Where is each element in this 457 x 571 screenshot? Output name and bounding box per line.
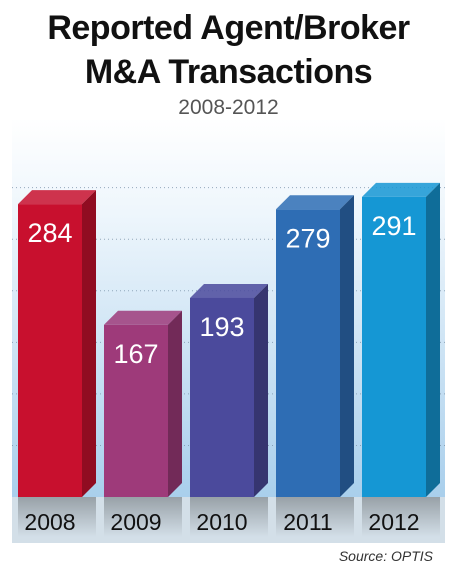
chart-subtitle: 2008-2012 <box>178 96 279 119</box>
bar-value-label: 167 <box>113 339 158 369</box>
bar-top <box>104 310 182 325</box>
bar-shadow <box>18 497 96 537</box>
chart-title: Reported Agent/Broker M&A Transactions <box>0 6 457 94</box>
bar-top <box>190 283 268 298</box>
x-tick-label: 2008 <box>24 509 75 535</box>
bar-value-label: 279 <box>285 223 330 253</box>
bar-value-label: 284 <box>27 218 72 248</box>
bar-value-label: 291 <box>371 211 416 241</box>
bar-side <box>426 182 440 497</box>
bar <box>276 209 340 497</box>
bar-group: 193 2010 <box>190 283 268 537</box>
title-line-2: M&A Transactions <box>84 53 373 91</box>
bar-top <box>18 190 96 205</box>
source-note: Source: OPTIS <box>338 548 433 564</box>
bar-group: 279 2011 <box>276 195 354 537</box>
bar-shadow <box>362 497 440 537</box>
bar <box>104 324 168 497</box>
bar-side <box>254 283 268 497</box>
bar-shadow <box>104 497 182 537</box>
x-tick-label: 2011 <box>283 509 332 535</box>
bar-top <box>362 182 440 197</box>
x-tick-label: 2010 <box>196 509 247 535</box>
bar-side <box>82 190 96 497</box>
bar-side <box>168 310 182 497</box>
bar-group: 167 2009 <box>104 310 182 537</box>
bar <box>362 196 426 497</box>
bar <box>18 204 82 497</box>
bar-group: 291 2012 <box>362 182 440 537</box>
bar-side <box>340 195 354 497</box>
x-tick-label: 2009 <box>110 509 161 535</box>
x-tick-label: 2012 <box>368 509 419 535</box>
bar-top <box>276 195 354 210</box>
bar <box>190 297 254 497</box>
bar-shadow <box>190 497 268 537</box>
bar-shadow <box>276 497 354 537</box>
bar-group: 284 2008 <box>18 190 96 537</box>
title-line-1: Reported Agent/Broker <box>47 9 410 47</box>
bar-value-label: 193 <box>199 312 244 342</box>
